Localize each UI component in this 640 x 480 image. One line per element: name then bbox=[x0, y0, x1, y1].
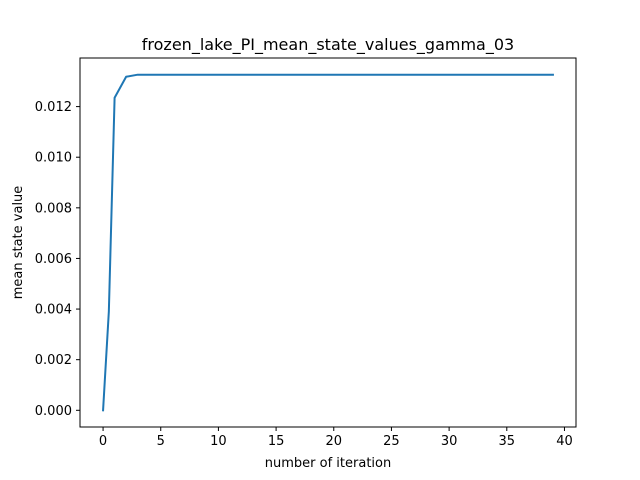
x-tick-label: 15 bbox=[268, 434, 285, 449]
axis-ticks: 0 5 10 15 20 25 30 35 40 0.000 0.002 0.004 0.006 0.00… bbox=[35, 100, 573, 449]
x-axis-label: number of iteration bbox=[265, 456, 391, 471]
x-tick-label: 35 bbox=[499, 434, 516, 449]
y-tick-label: 0.002 bbox=[35, 353, 72, 368]
y-tick-label: 0.008 bbox=[35, 201, 72, 216]
x-tick-label: 30 bbox=[441, 434, 458, 449]
y-tick-label: 0.006 bbox=[35, 252, 72, 267]
x-tick-label: 25 bbox=[383, 434, 400, 449]
x-tick-label: 40 bbox=[556, 434, 573, 449]
x-tick-label: 0 bbox=[99, 434, 107, 449]
y-tick-label: 0.010 bbox=[35, 151, 72, 166]
y-tick-label: 0.012 bbox=[35, 100, 72, 115]
x-tick-label: 20 bbox=[325, 434, 342, 449]
x-tick-label: 5 bbox=[157, 434, 165, 449]
y-axis-label: mean state value bbox=[11, 186, 26, 300]
y-tick-label: 0.000 bbox=[35, 404, 72, 419]
x-tick-label: 10 bbox=[210, 434, 227, 449]
series-line bbox=[102, 73, 554, 412]
y-tick-label: 0.004 bbox=[35, 303, 72, 318]
plot-area bbox=[102, 73, 554, 412]
plot-frame bbox=[79, 57, 577, 428]
chart-title: frozen_lake_PI_mean_state_values_gamma_0… bbox=[142, 35, 514, 55]
